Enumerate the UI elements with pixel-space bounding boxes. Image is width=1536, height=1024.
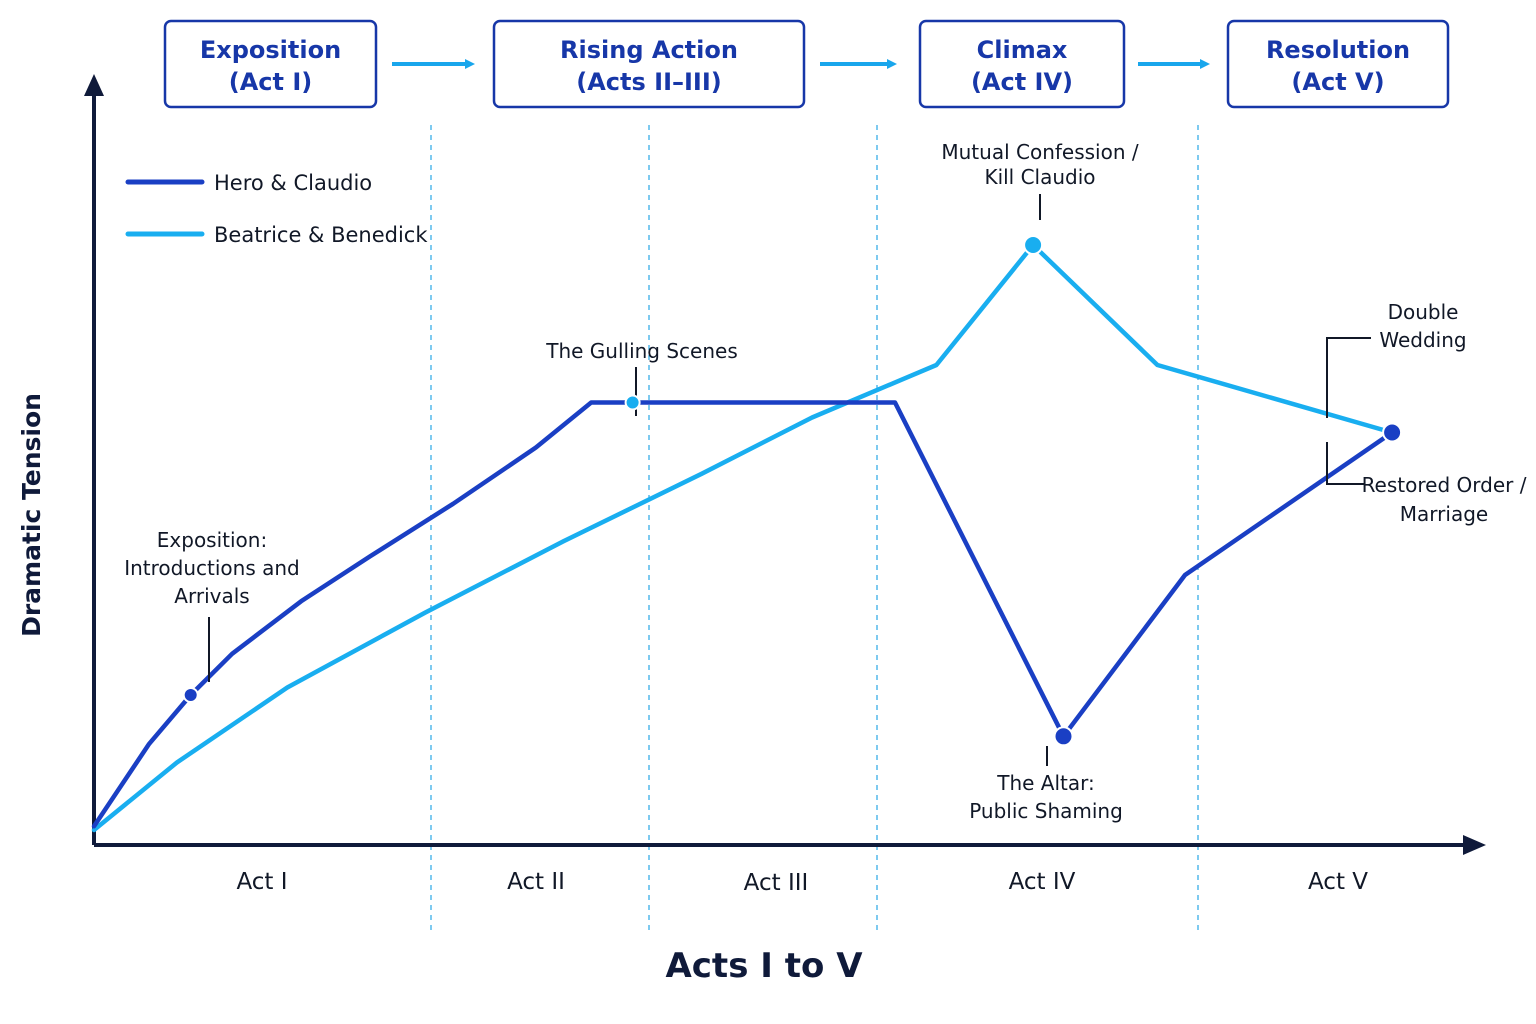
stage-exposition-title: Exposition — [200, 36, 341, 64]
legend: Hero & Claudio Beatrice & Benedick — [125, 171, 428, 247]
annotation-leaders — [208, 194, 1371, 766]
annotation-restored-order-line-1: Restored Order / — [1362, 473, 1527, 497]
series-line-beatrice-benedick — [91, 242, 1395, 833]
x-axis-label: Acts I to V — [665, 946, 863, 986]
leader-double-wedding — [1326, 337, 1371, 418]
annotation-gulling-scenes: The Gulling Scenes — [545, 339, 738, 363]
legend-label-hero-claudio: Hero & Claudio — [214, 171, 372, 195]
stage-resolution-acts: (Act V) — [1291, 68, 1384, 96]
stage-resolution-title: Resolution — [1266, 36, 1410, 64]
tick-label-act-4: Act IV — [1009, 869, 1076, 895]
x-axis-arrowhead — [1463, 835, 1486, 855]
stage-rising-action: Rising Action (Acts II–III) — [492, 19, 806, 109]
axes — [84, 74, 1486, 855]
stage-exposition: Exposition (Act I) — [163, 19, 378, 109]
stage-climax: Climax (Act IV) — [918, 19, 1126, 109]
tick-label-act-2: Act II — [507, 869, 565, 895]
marker-altar — [1053, 726, 1074, 747]
series-lines — [91, 242, 1395, 833]
tick-label-act-1: Act I — [236, 869, 287, 895]
stage-climax-acts: (Act IV) — [971, 68, 1073, 96]
marker-gulling-scenes — [624, 394, 641, 411]
annotation-altar-line-2: Public Shaming — [969, 799, 1123, 823]
annotation-exposition-line-2: Introductions and — [124, 556, 300, 580]
marker-double-wedding — [1382, 422, 1403, 443]
tick-label-act-3: Act III — [744, 870, 809, 896]
annotation-mutual-confession-line-2: Kill Claudio — [984, 165, 1095, 189]
y-axis-arrowhead — [84, 74, 104, 96]
annotation-exposition-line-3: Arrivals — [174, 584, 249, 608]
annotation-restored-order-line-2: Marriage — [1400, 502, 1488, 526]
stage-rising-action-title: Rising Action — [560, 36, 738, 64]
stage-rising-action-acts: (Acts II–III) — [576, 68, 722, 96]
marker-exposition — [182, 687, 199, 703]
annotation-altar-line-1: The Altar: — [996, 771, 1095, 795]
annotations: Exposition: Introductions and Arrivals T… — [124, 140, 1526, 823]
leader-restored-order — [1326, 442, 1364, 485]
markers — [182, 235, 1403, 747]
stage-resolution: Resolution (Act V) — [1226, 19, 1450, 109]
annotation-double-wedding-line-2: Wedding — [1379, 328, 1466, 352]
act-dividers — [430, 125, 1199, 930]
tick-label-act-5: Act V — [1308, 869, 1368, 895]
stage-climax-title: Climax — [977, 36, 1068, 64]
series-line-hero-claudio — [91, 400, 1395, 829]
legend-label-beatrice-benedick: Beatrice & Benedick — [214, 223, 428, 247]
y-axis-label: Dramatic Tension — [17, 393, 46, 637]
stage-exposition-acts: (Act I) — [229, 68, 313, 96]
annotation-exposition-line-1: Exposition: — [157, 528, 267, 552]
stage-header: Exposition (Act I) Rising Action (Acts I… — [163, 19, 1450, 109]
annotation-mutual-confession-line-1: Mutual Confession / — [941, 140, 1139, 164]
x-tick-labels: Act I Act II Act III Act IV Act V — [236, 869, 1368, 896]
annotation-double-wedding-line-1: Double — [1388, 300, 1459, 324]
marker-mutual-confession — [1023, 235, 1044, 255]
